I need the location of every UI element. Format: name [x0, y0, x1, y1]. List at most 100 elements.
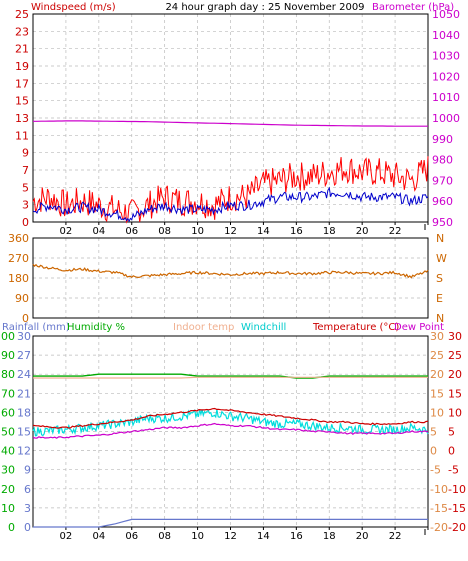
rainfall-tick-label: 3	[24, 502, 31, 515]
windspeed-tick-label: 3	[22, 199, 29, 212]
temp-panel-x-tick-label: 04	[92, 531, 105, 542]
windspeed-tick-label: 9	[22, 147, 29, 160]
legend-temperature: Temperature (°C)	[312, 322, 399, 333]
wind-panel-x-tick-label: 14	[257, 226, 270, 237]
rainfall-tick-label: 6	[24, 483, 31, 496]
humidity-line	[33, 373, 428, 379]
barometer-tick-label: 1010	[432, 91, 460, 104]
temp-orange-tick-label: 30	[430, 330, 444, 343]
temp-orange-tick-label: -20	[430, 521, 448, 534]
rainfall-line	[33, 518, 428, 528]
temperature-tick-label: -10	[448, 483, 466, 496]
temperature-tick-label: 15	[448, 387, 462, 400]
windspeed-tick-label: 19	[15, 60, 29, 73]
barometer-axis-label: Barometer (hPa)	[372, 2, 454, 13]
windspeed-tick-label: 17	[15, 77, 29, 90]
temperature-tick-label: -20	[448, 521, 466, 534]
temperature-tick-label: 0	[448, 445, 455, 458]
indoor-temp-line	[33, 376, 428, 379]
temp-panel-x-tick-label: 08	[158, 531, 171, 542]
humidity-tick-label: 100	[0, 330, 15, 343]
temp-panel-x-tick-label: 10	[191, 531, 204, 542]
direction-panel-frame	[32, 237, 429, 319]
temperature-tick-label: 10	[448, 406, 462, 419]
temp-orange-tick-label: -15	[430, 502, 448, 515]
direction-compass-tick-label: E	[436, 292, 443, 305]
wind-panel-x-tick-label: 02	[60, 226, 73, 237]
direction-degrees-tick-label: 0	[22, 312, 29, 325]
barometer-tick-label: 1040	[432, 29, 460, 42]
wind-panel-x-tick-label: 16	[290, 226, 303, 237]
barometer-tick-label: 1050	[432, 8, 460, 21]
wind-panel-x-tick-label: 04	[92, 226, 105, 237]
humidity-tick-label: 0	[8, 521, 15, 534]
wind-direction-line	[32, 263, 429, 279]
temp-panel-x-tick-label: 22	[389, 531, 402, 542]
direction-compass-tick-label: N	[436, 312, 444, 325]
humidity-tick-label: 60	[1, 406, 15, 419]
windspeed-tick-label: 0	[22, 216, 29, 229]
barometer-tick-label: 1030	[432, 50, 460, 63]
humidity-tick-label: 50	[1, 426, 15, 439]
temp-panel-x-tick-label: 16	[290, 531, 303, 542]
humidity-tick-label: 70	[1, 387, 15, 400]
legend-windchill: Windchill	[241, 322, 286, 333]
rainfall-tick-label: 30	[17, 330, 31, 343]
temp-orange-tick-label: 15	[430, 387, 444, 400]
temp-panel-x-tick-label: 02	[60, 531, 73, 542]
temperature-tick-label: 20	[448, 368, 462, 381]
wind-panel-x-tick-label: 08	[158, 226, 171, 237]
windspeed-tick-label: 13	[15, 112, 29, 125]
legend-indoor-temp: Indoor temp	[173, 322, 234, 333]
direction-degrees-tick-label: 270	[8, 252, 29, 265]
rainfall-tick-label: 18	[17, 406, 31, 419]
temp-panel-x-tick-label: 14	[257, 531, 270, 542]
humidity-tick-label: 30	[1, 464, 15, 477]
rainfall-tick-label: 27	[17, 349, 31, 362]
windspeed-tick-label: 15	[15, 95, 29, 108]
barometer-tick-label: 1000	[432, 112, 460, 125]
barometer-tick-label: 990	[432, 133, 453, 146]
wind-panel-x-tick-label: 12	[224, 226, 237, 237]
barometer-tick-label: 950	[432, 216, 453, 229]
temperature-tick-label: 25	[448, 349, 462, 362]
barometer-tick-label: 980	[432, 154, 453, 167]
humidity-tick-label: 90	[1, 349, 15, 362]
direction-compass-tick-label: S	[436, 272, 443, 285]
temperature-line	[32, 407, 429, 429]
windchill-line	[32, 409, 429, 437]
windspeed-tick-label: 25	[15, 8, 29, 21]
temp-orange-tick-label: 5	[430, 426, 437, 439]
legend-rainfall: Rainfall (mm)	[2, 322, 70, 333]
barometer-line	[33, 120, 428, 127]
temperature-tick-label: -15	[448, 502, 466, 515]
direction-compass-tick-label: N	[436, 232, 444, 245]
legend-humidity: Humidity %	[67, 322, 125, 333]
wind-panel-x-tick-label: 22	[389, 226, 402, 237]
windspeed-gust-line	[32, 156, 429, 224]
temp-panel-x-tick-label: 18	[323, 531, 336, 542]
rainfall-tick-label: 9	[24, 464, 31, 477]
temp-orange-tick-label: 0	[430, 445, 437, 458]
temp-orange-tick-label: 20	[430, 368, 444, 381]
temp-orange-tick-label: 10	[430, 406, 444, 419]
temperature-tick-label: 30	[448, 330, 462, 343]
windspeed-tick-label: 11	[15, 129, 29, 142]
barometer-tick-label: 970	[432, 174, 453, 187]
chart-title: 24 hour graph day : 25 November 2009	[165, 2, 364, 13]
temp-panel-x-tick-label: 06	[125, 531, 138, 542]
rainfall-tick-label: 24	[17, 368, 31, 381]
wind-panel-x-tick-label: 06	[125, 226, 138, 237]
dewpoint-line	[32, 422, 429, 439]
rainfall-tick-label: 12	[17, 445, 31, 458]
direction-degrees-tick-label: 180	[8, 272, 29, 285]
windspeed-axis-label: Windspeed (m/s)	[31, 2, 116, 13]
windspeed-tick-label: 23	[15, 25, 29, 38]
barometer-tick-label: 960	[432, 195, 453, 208]
wind-panel-x-tick-label: 20	[356, 226, 369, 237]
legend-dewpoint: Dew Point	[394, 322, 444, 333]
temp-panel-x-tick-label: 12	[224, 531, 237, 542]
humidity-tick-label: 80	[1, 368, 15, 381]
